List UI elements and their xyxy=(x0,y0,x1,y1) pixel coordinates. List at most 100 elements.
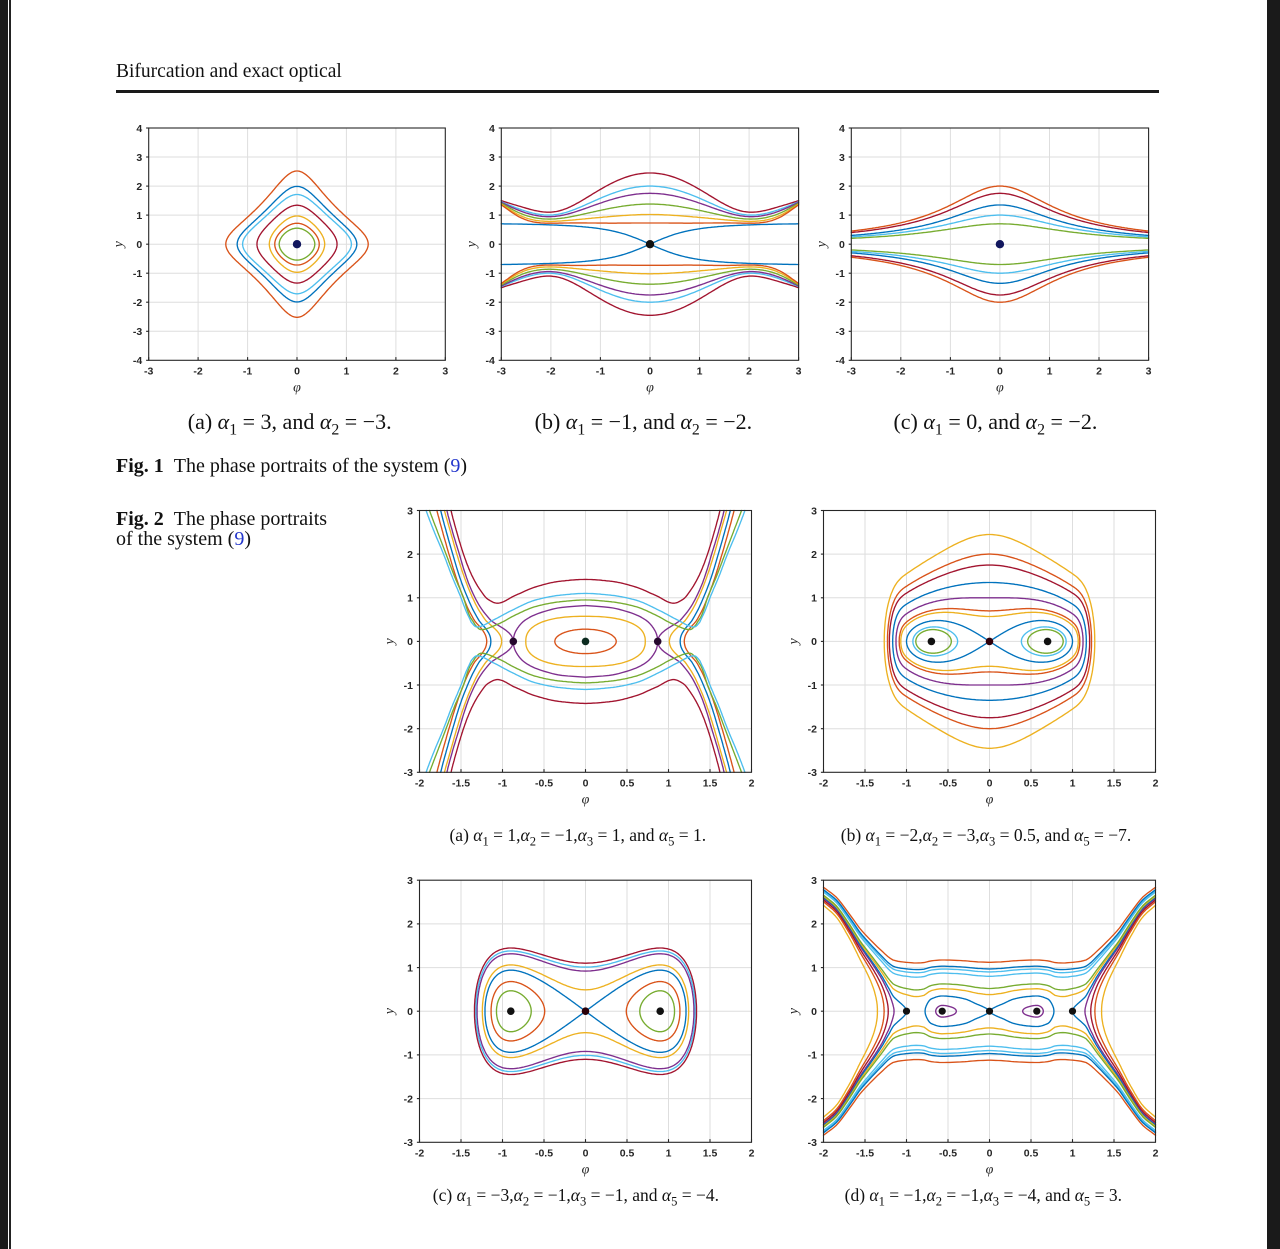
svg-text:0.5: 0.5 xyxy=(620,1147,635,1159)
svg-text:0: 0 xyxy=(987,777,993,789)
svg-text:-1: -1 xyxy=(835,268,844,280)
svg-text:-1.5: -1.5 xyxy=(856,1147,874,1159)
svg-text:2: 2 xyxy=(407,919,413,931)
svg-text:-1.5: -1.5 xyxy=(856,777,874,789)
svg-text:-2: -2 xyxy=(415,777,424,789)
svg-text:-2: -2 xyxy=(193,365,202,377)
svg-text:-1: -1 xyxy=(946,365,955,377)
svg-text:y: y xyxy=(814,240,829,249)
svg-text:-2: -2 xyxy=(896,365,905,377)
svg-text:0: 0 xyxy=(583,1147,589,1159)
svg-text:4: 4 xyxy=(839,123,845,135)
svg-text:1: 1 xyxy=(1070,777,1076,789)
svg-text:0.5: 0.5 xyxy=(620,777,635,789)
svg-text:3: 3 xyxy=(136,152,142,164)
svg-text:-1: -1 xyxy=(596,365,605,377)
svg-text:-1.5: -1.5 xyxy=(452,777,470,789)
svg-text:1: 1 xyxy=(811,593,817,605)
svg-text:-3: -3 xyxy=(144,365,153,377)
svg-text:φ: φ xyxy=(293,380,301,395)
svg-text:0: 0 xyxy=(407,636,413,648)
svg-text:0: 0 xyxy=(987,1147,993,1159)
svg-text:0: 0 xyxy=(811,1006,817,1018)
svg-text:-2: -2 xyxy=(404,724,413,736)
svg-text:-4: -4 xyxy=(133,355,142,367)
svg-text:y: y xyxy=(787,638,802,647)
svg-text:3: 3 xyxy=(796,365,802,377)
svg-text:-1: -1 xyxy=(404,680,413,692)
svg-text:φ: φ xyxy=(986,1162,994,1177)
svg-text:0.5: 0.5 xyxy=(1024,1147,1039,1159)
svg-text:-3: -3 xyxy=(404,1137,413,1149)
svg-text:-2: -2 xyxy=(415,1147,424,1159)
svg-text:3: 3 xyxy=(407,505,413,517)
svg-text:-4: -4 xyxy=(485,355,494,367)
svg-text:φ: φ xyxy=(996,380,1004,395)
svg-text:-2: -2 xyxy=(485,297,494,309)
svg-text:1: 1 xyxy=(1070,1147,1076,1159)
svg-text:2: 2 xyxy=(749,1147,755,1159)
svg-text:1.5: 1.5 xyxy=(1107,777,1122,789)
svg-text:0: 0 xyxy=(839,239,845,251)
svg-text:y: y xyxy=(383,1007,398,1016)
svg-text:-1: -1 xyxy=(902,1147,911,1159)
svg-text:0: 0 xyxy=(647,365,653,377)
svg-text:3: 3 xyxy=(489,152,495,164)
svg-text:4: 4 xyxy=(489,123,495,135)
svg-text:2: 2 xyxy=(811,919,817,931)
svg-text:4: 4 xyxy=(136,123,142,135)
svg-text:1: 1 xyxy=(407,593,413,605)
svg-text:1.5: 1.5 xyxy=(1107,1147,1122,1159)
svg-text:0: 0 xyxy=(489,239,495,251)
svg-text:3: 3 xyxy=(1146,365,1152,377)
svg-text:-0.5: -0.5 xyxy=(535,1147,553,1159)
svg-text:-2: -2 xyxy=(808,724,817,736)
svg-text:1: 1 xyxy=(666,777,672,789)
svg-text:2: 2 xyxy=(1153,777,1159,789)
svg-text:1.5: 1.5 xyxy=(703,777,718,789)
svg-text:1: 1 xyxy=(489,210,495,222)
svg-text:0: 0 xyxy=(136,239,142,251)
svg-text:0: 0 xyxy=(294,365,300,377)
svg-text:-3: -3 xyxy=(404,767,413,779)
svg-text:y: y xyxy=(383,638,398,647)
svg-text:1.5: 1.5 xyxy=(703,1147,718,1159)
svg-text:1: 1 xyxy=(343,365,349,377)
svg-text:-1: -1 xyxy=(808,680,817,692)
svg-text:-3: -3 xyxy=(847,365,856,377)
svg-text:-3: -3 xyxy=(133,326,142,338)
svg-text:-1: -1 xyxy=(243,365,252,377)
svg-text:-1: -1 xyxy=(902,777,911,789)
svg-text:y: y xyxy=(464,240,479,249)
svg-text:φ: φ xyxy=(582,1162,590,1177)
svg-text:-1: -1 xyxy=(498,1147,507,1159)
svg-text:-1.5: -1.5 xyxy=(452,1147,470,1159)
svg-text:1: 1 xyxy=(1047,365,1053,377)
svg-text:-3: -3 xyxy=(497,365,506,377)
svg-text:-0.5: -0.5 xyxy=(939,777,957,789)
svg-text:0: 0 xyxy=(997,365,1003,377)
svg-text:2: 2 xyxy=(393,365,399,377)
svg-text:3: 3 xyxy=(442,365,448,377)
svg-text:-1: -1 xyxy=(485,268,494,280)
svg-text:-3: -3 xyxy=(835,326,844,338)
svg-text:-0.5: -0.5 xyxy=(535,777,553,789)
svg-text:-0.5: -0.5 xyxy=(939,1147,957,1159)
svg-text:2: 2 xyxy=(749,777,755,789)
svg-text:2: 2 xyxy=(839,181,845,193)
svg-text:φ: φ xyxy=(582,792,590,807)
svg-text:2: 2 xyxy=(1096,365,1102,377)
svg-text:-2: -2 xyxy=(133,297,142,309)
svg-text:-2: -2 xyxy=(819,777,828,789)
svg-text:0.5: 0.5 xyxy=(1024,777,1039,789)
svg-text:3: 3 xyxy=(407,875,413,887)
svg-text:2: 2 xyxy=(136,181,142,193)
svg-text:-2: -2 xyxy=(546,365,555,377)
svg-text:-1: -1 xyxy=(133,268,142,280)
svg-text:3: 3 xyxy=(811,505,817,517)
svg-text:-3: -3 xyxy=(485,326,494,338)
svg-text:0: 0 xyxy=(407,1006,413,1018)
svg-text:2: 2 xyxy=(407,549,413,561)
svg-text:1: 1 xyxy=(697,365,703,377)
svg-text:-4: -4 xyxy=(835,355,844,367)
